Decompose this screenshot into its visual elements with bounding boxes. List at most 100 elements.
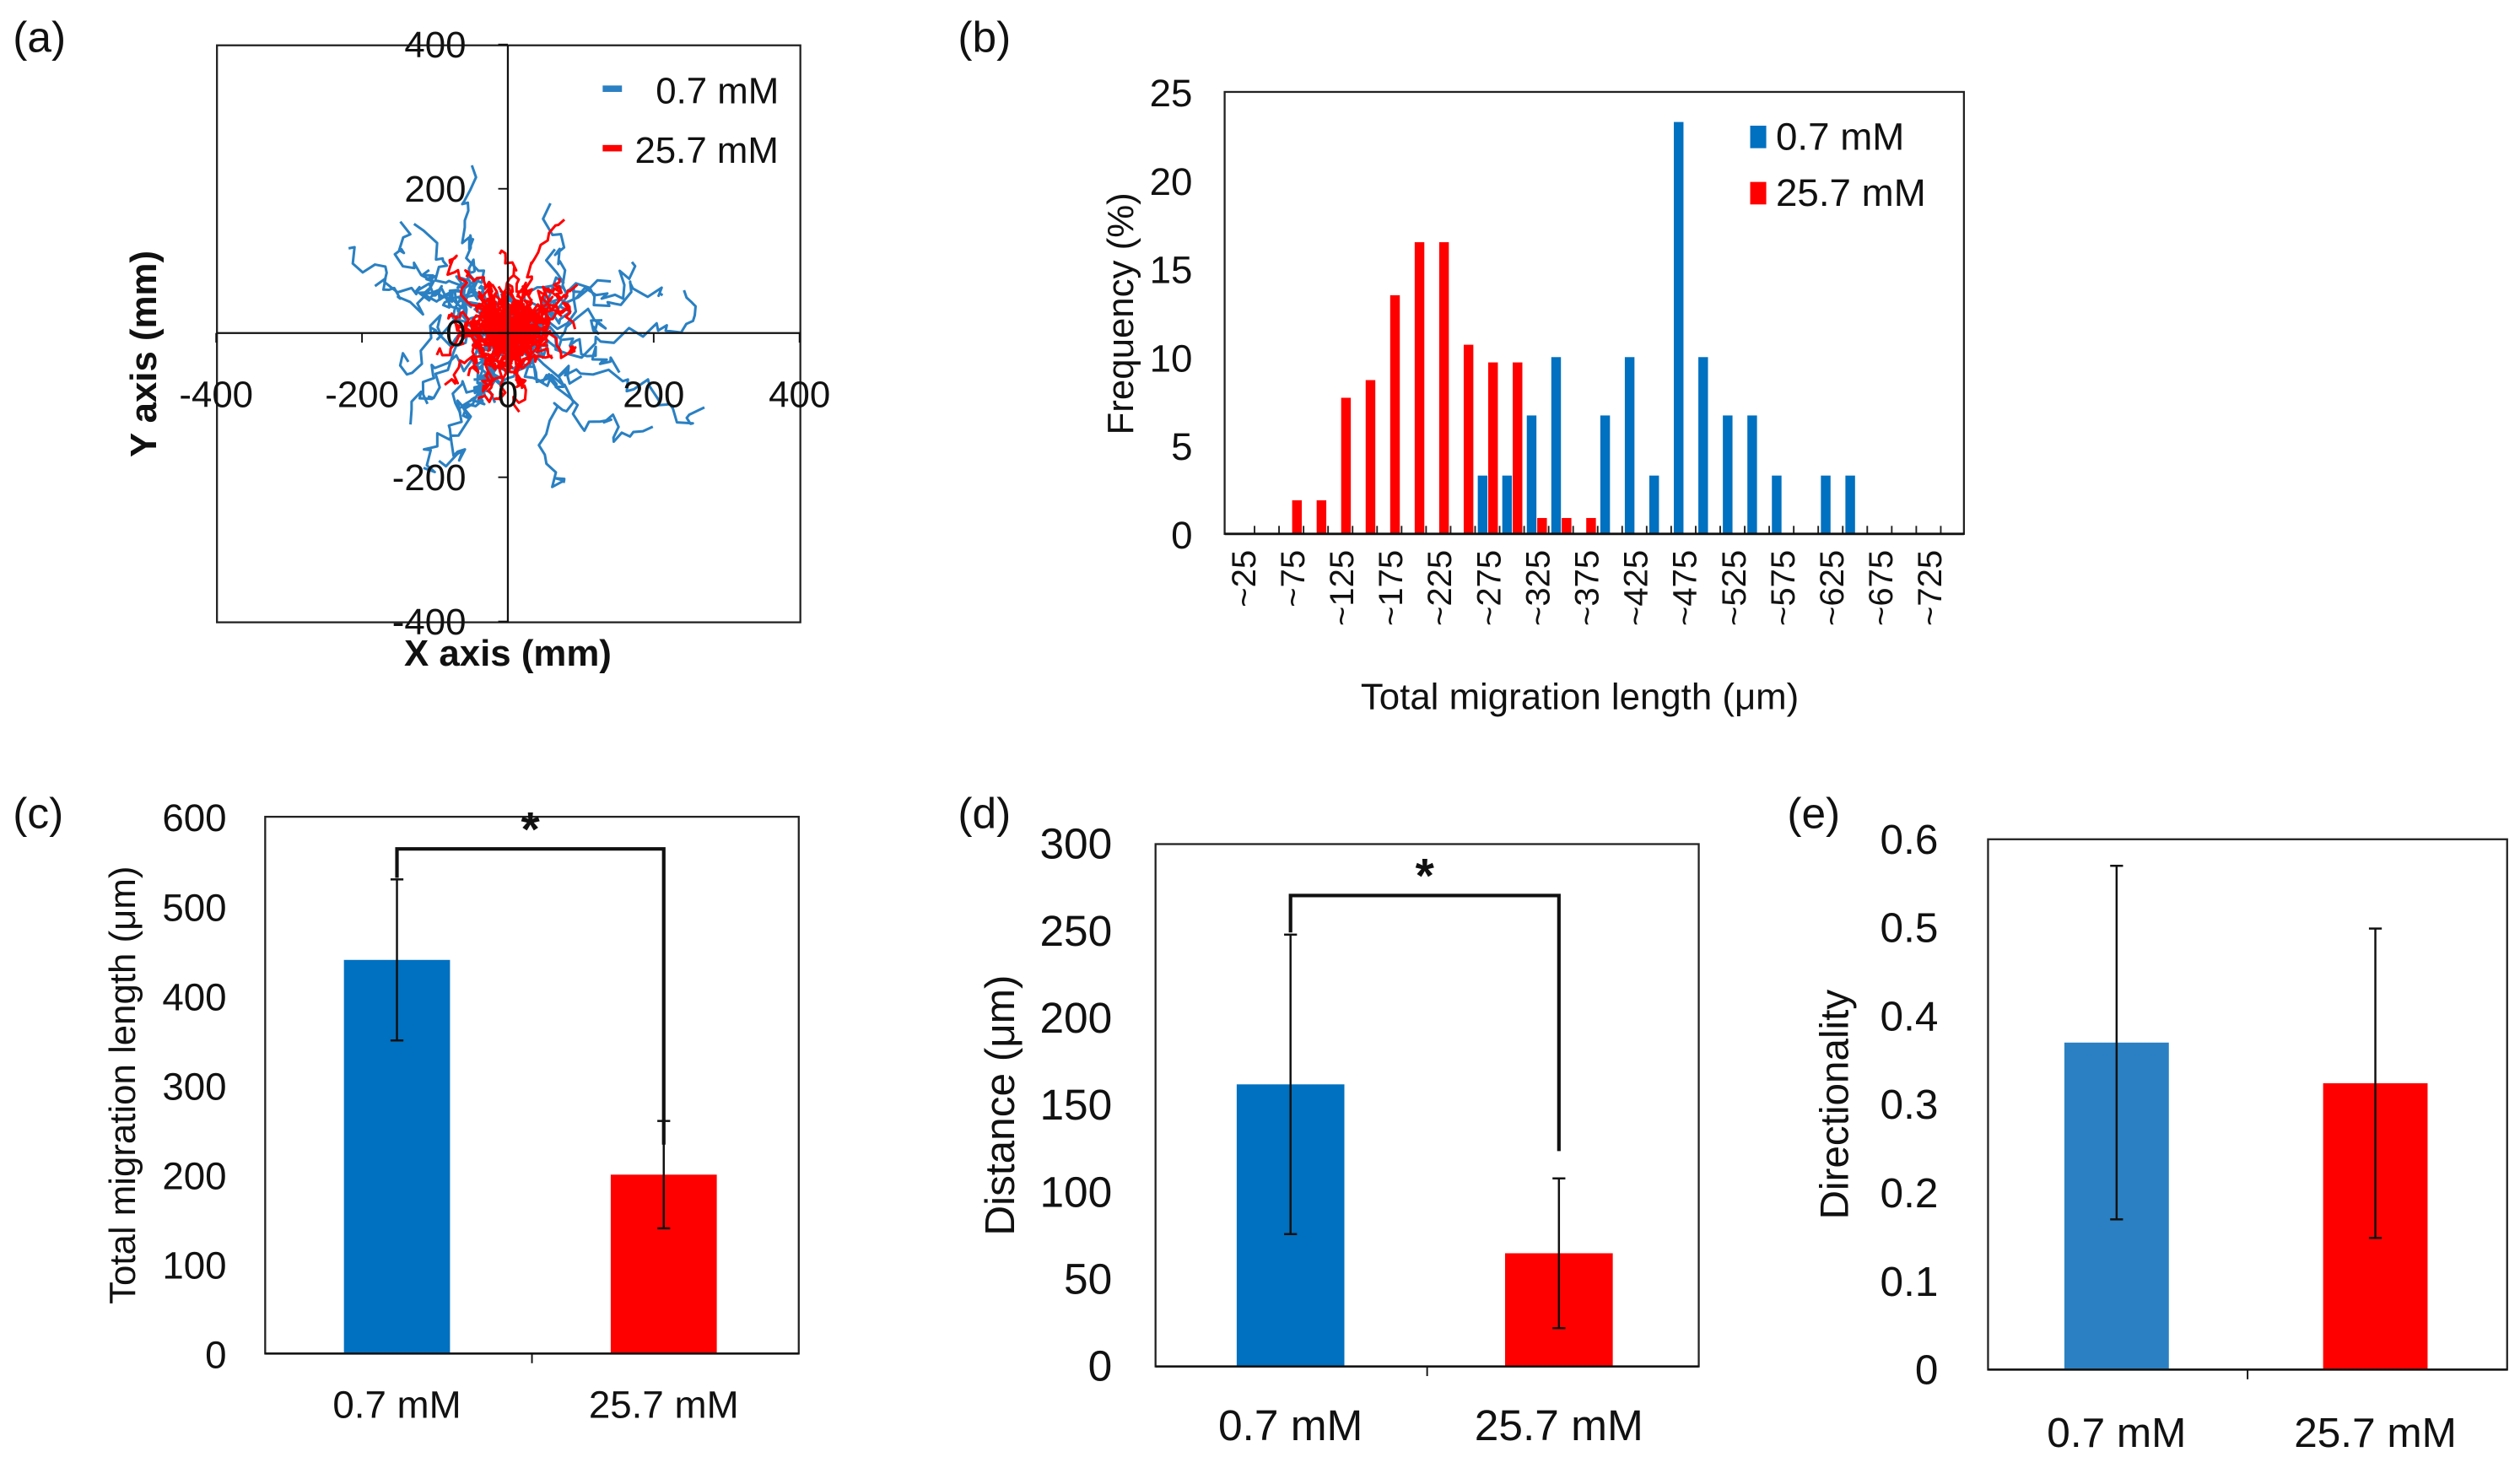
y-axis-title: Directionality [1813, 990, 1858, 1220]
bar-25.7mM [1513, 362, 1523, 534]
x-tick-label: ~125 [1324, 550, 1361, 626]
bar-25.7mM [1316, 500, 1327, 534]
bar-25.7mM [1488, 362, 1498, 534]
y-tick-label: 0 [1088, 1341, 1113, 1390]
y-tick-label: 0.6 [1881, 817, 1939, 863]
bar-25.7mM [1463, 344, 1474, 534]
panel-b: ~25 ~75 ~125 ~175 ~225 ~275 ~325 ~375 ~425 ~475 ~5… [1100, 72, 1966, 717]
x-category-label: 0.7 mM [1218, 1401, 1363, 1449]
y-tick-label: 0.5 [1881, 905, 1939, 952]
panel-d: 0.7 mM 25.7 mM 0 50 100 150 200 250 300 Distance … [977, 819, 1700, 1449]
bar-0.7mM [1526, 415, 1537, 534]
legend-swatch-0.7mM [602, 85, 623, 92]
x-category-label: 25.7 mM [2294, 1410, 2457, 1456]
panel-label: (c) [13, 788, 63, 837]
y-tick-label: 0 [445, 313, 466, 354]
y-tick-label: -200 [392, 457, 467, 499]
bar-25.7mM [1562, 517, 1572, 534]
y-tick-label: 0 [1171, 514, 1192, 557]
trajectory-0.7mM [506, 332, 654, 444]
x-category-label: 0.7 mM [332, 1384, 461, 1427]
x-tick-label: ~25 [1226, 550, 1263, 607]
x-tick-label: ~525 [1716, 550, 1753, 626]
y-tick-label: 100 [162, 1244, 226, 1287]
y-tick-label: 15 [1150, 249, 1193, 292]
y-axis-title: Distance (μm) [977, 974, 1023, 1235]
x-tick-label: -200 [325, 374, 399, 415]
x-tick-label: ~325 [1519, 550, 1557, 626]
legend-label: 0.7 mM [656, 70, 779, 111]
y-axis-title: Y axis (mm) [123, 251, 165, 457]
significance-star: * [1416, 850, 1435, 904]
y-tick-label: 200 [404, 169, 466, 210]
bar-0.7mM [1649, 475, 1659, 534]
significance-bracket [1288, 893, 1561, 1152]
panel-label: (a) [13, 12, 66, 61]
y-tick-label: 0.3 [1881, 1082, 1939, 1128]
x-tick-label: ~425 [1618, 550, 1655, 626]
x-tick-label: ~375 [1568, 550, 1605, 626]
y-tick-label: 0.1 [1881, 1259, 1939, 1305]
y-tick-label: 5 [1171, 425, 1192, 468]
y-axis-title: Frequency (%) [1100, 192, 1141, 434]
x-tick-label: ~225 [1422, 550, 1459, 626]
bar-25.7mM [1414, 242, 1425, 534]
y-tick-label: 50 [1064, 1255, 1112, 1303]
x-tick-label: -400 [179, 374, 253, 415]
bar-0.7mM [1551, 357, 1562, 534]
bar-0.7mM [1698, 357, 1708, 534]
x-axis-title: Total migration length (μm) [1361, 676, 1799, 717]
bar-0.7mM [1600, 415, 1611, 534]
x-tick-label: ~275 [1470, 550, 1508, 626]
legend-label: 25.7 mM [634, 130, 778, 171]
panel-label: (e) [1787, 788, 1840, 837]
y-tick-label: 0 [1915, 1347, 1939, 1394]
x-tick-label: ~175 [1373, 550, 1410, 626]
legend-swatch-25.7mM [1750, 181, 1767, 205]
y-tick-label: 10 [1150, 337, 1193, 380]
y-tick-label: 0 [205, 1334, 226, 1377]
trajectory-25.7mM [494, 332, 520, 401]
bar-0.7mM [1477, 475, 1488, 534]
bar-25.7mM [1341, 397, 1352, 534]
y-tick-label: 300 [1039, 819, 1112, 868]
y-tick-label: 500 [162, 886, 226, 929]
y-tick-label: 300 [162, 1065, 226, 1108]
x-tick-label: ~475 [1667, 550, 1704, 626]
y-tick-label: 0.4 [1881, 993, 1939, 1039]
y-tick-label: 0.2 [1881, 1170, 1939, 1217]
y-tick-label: 200 [162, 1154, 226, 1197]
bar-0.7mM [1821, 475, 1831, 534]
x-category-label: 0.7 mM [2047, 1410, 2186, 1456]
y-tick-label: 600 [162, 796, 226, 839]
y-tick-label: 400 [162, 975, 226, 1018]
x-tick-label: ~625 [1814, 550, 1851, 626]
bar-0.7mM [1624, 357, 1635, 534]
y-tick-label: -400 [392, 602, 467, 643]
bar-25.7mM [1292, 500, 1303, 534]
x-tick-label: ~75 [1275, 550, 1312, 607]
bar-25.7mM [1438, 242, 1449, 534]
bar-25.7mM [1390, 294, 1400, 534]
trajectory-25.7mM [444, 332, 510, 386]
x-tick-label: ~575 [1765, 550, 1802, 626]
bar-25.7mM [1537, 517, 1547, 534]
trajectory-25.7mM [506, 281, 533, 334]
bar-0.7mM [1674, 121, 1684, 534]
legend-label: 0.7 mM [1776, 116, 1904, 159]
x-tick-label: 400 [769, 374, 830, 415]
x-tick-label: ~725 [1912, 550, 1949, 626]
y-axis-title: Total migration length (μm) [102, 866, 143, 1304]
y-tick-label: 250 [1039, 906, 1112, 955]
bar-0.7mM [1747, 415, 1757, 534]
panel-label: (b) [958, 12, 1011, 61]
trajectory-25.7mM [458, 310, 514, 348]
y-tick-label: 150 [1039, 1080, 1112, 1129]
y-tick-label: 25 [1150, 72, 1193, 115]
panel-label: (d) [958, 788, 1011, 837]
y-tick-label: 200 [1039, 993, 1112, 1042]
bar-0.7mM [1772, 475, 1782, 534]
bar-25.7mM [1365, 380, 1376, 534]
